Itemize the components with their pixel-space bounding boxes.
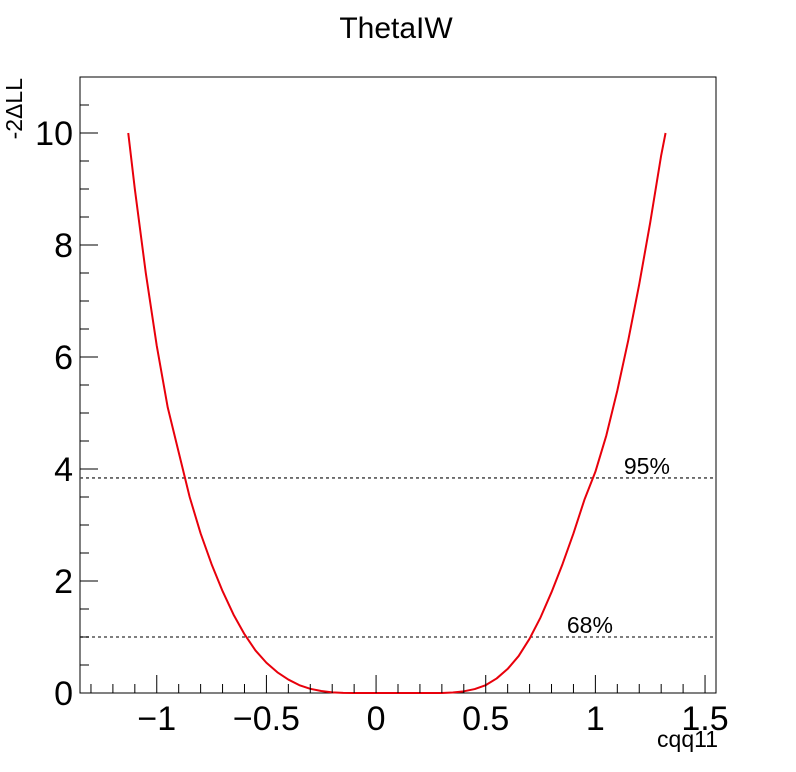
y-tick-label: 10 xyxy=(35,115,73,153)
y-tick-label: 6 xyxy=(54,339,73,377)
likelihood-curve xyxy=(127,132,667,694)
y-axis-label: -2ΔLL xyxy=(1,78,27,140)
x-axis: −1 −0.5 0 0.5 1 1.5 xyxy=(90,675,729,738)
reference-line-label: 68% xyxy=(567,612,613,638)
y-tick-label: 2 xyxy=(54,563,73,601)
x-tick-label: 1 xyxy=(586,700,605,738)
reference-lines: 68% 95% xyxy=(80,453,716,638)
y-tick-label: 0 xyxy=(54,675,73,713)
chart-title: ThetaIW xyxy=(339,12,453,45)
x-tick-label: 0.5 xyxy=(462,700,509,738)
reference-line-label: 95% xyxy=(624,453,670,479)
curve-layer xyxy=(127,132,667,694)
x-tick-label: −0.5 xyxy=(233,700,300,738)
x-tick-label: 1.5 xyxy=(681,700,728,738)
y-tick-label: 4 xyxy=(54,451,73,489)
x-tick-label: 0 xyxy=(367,700,386,738)
x-axis-label: cqq11 xyxy=(657,726,718,752)
x-tick-label: −1 xyxy=(137,700,176,738)
plot-frame xyxy=(79,76,717,694)
y-tick-label: 8 xyxy=(54,227,73,265)
y-axis: 0 2 4 6 8 10 xyxy=(35,76,98,713)
